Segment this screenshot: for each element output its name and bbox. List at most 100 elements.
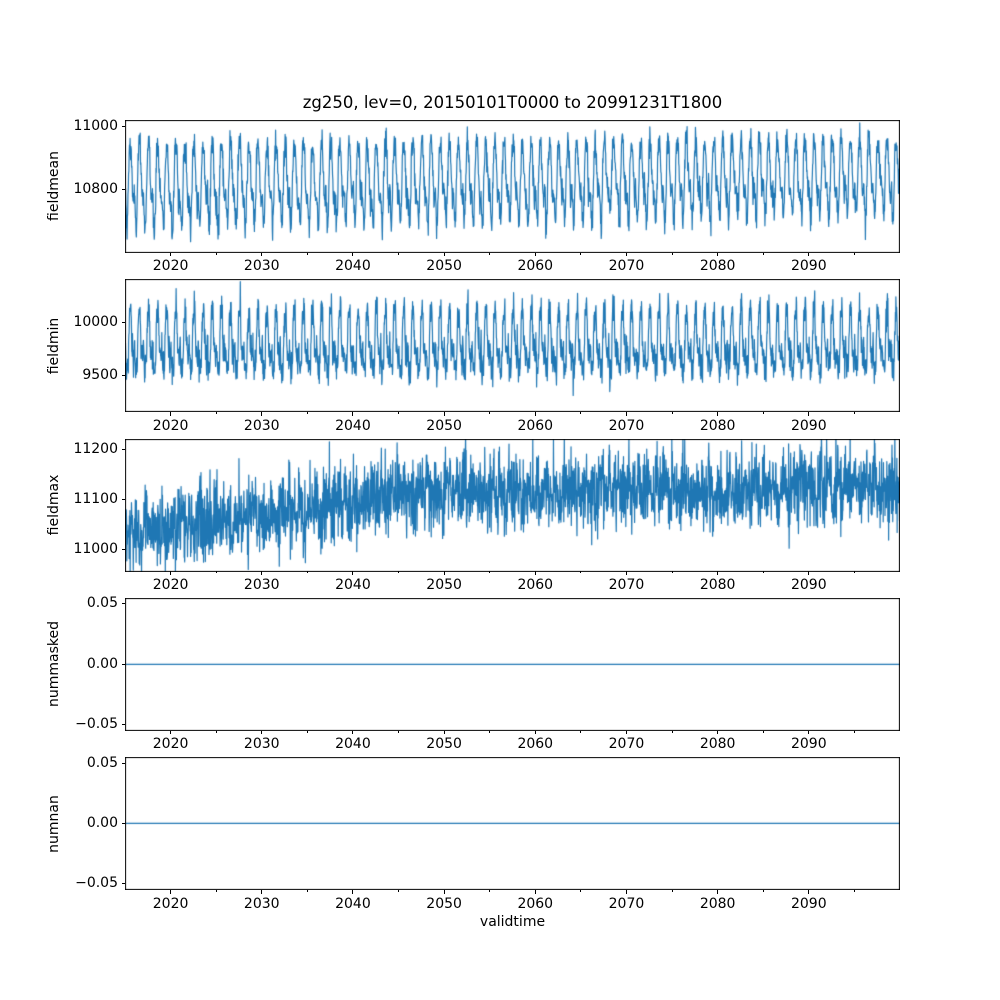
x-tick-label: 2030 [243,576,280,593]
x-minor-tick-mark [671,890,673,892]
x-tick-mark [717,571,719,575]
y-tick-mark [121,322,125,324]
x-tick-label: 2020 [152,736,189,753]
x-tick-label: 2060 [517,417,554,434]
y-axis-label-fieldmax: fieldmax [46,474,62,536]
x-minor-tick-mark [398,890,400,892]
x-tick-label: 2040 [335,895,371,912]
x-tick-label: 2080 [699,895,736,912]
x-tick-label: 2050 [426,736,462,753]
line-series-nummasked [125,597,900,731]
x-tick-mark [808,412,810,416]
x-minor-tick-mark [489,412,491,415]
x-tick-mark [352,412,354,416]
x-tick-label: 2090 [790,258,827,275]
x-tick-label: 2060 [517,576,554,593]
y-tick-label: −0.05 [75,875,118,892]
y-tick-label: 11100 [73,490,118,507]
x-minor-tick-mark [398,412,400,415]
x-minor-tick-mark [398,571,400,574]
y-tick-label: 11200 [73,440,118,457]
x-tick-label: 2090 [790,417,827,434]
y-tick-label: 0.00 [86,655,118,672]
x-minor-tick-mark [762,890,764,892]
x-tick-mark [170,412,172,416]
x-minor-tick-mark [853,890,855,892]
x-tick-mark [717,412,719,416]
y-axis-label-fieldmin: fieldmin [46,317,62,374]
y-tick-mark [121,823,125,825]
x-tick-mark [352,571,354,575]
x-minor-tick-mark [580,730,582,733]
x-minor-tick-mark [762,730,764,733]
x-minor-tick-mark [853,730,855,733]
x-tick-mark [443,252,445,257]
x-tick-label: 2040 [335,576,371,593]
x-minor-tick-mark [853,252,855,255]
x-minor-tick-mark [215,730,217,733]
x-tick-label: 2040 [335,258,371,275]
x-tick-mark [443,412,445,416]
y-tick-mark [121,762,125,764]
y-axis-label-nummasked: nummasked [46,621,62,708]
x-minor-tick-mark [762,252,764,255]
x-tick-mark [352,730,354,735]
x-tick-mark [625,571,627,575]
x-tick-label: 2030 [243,258,280,275]
y-axis-label-numnan: numnan [46,794,62,853]
x-minor-tick-mark [489,890,491,892]
x-minor-tick-mark [671,412,673,415]
line-series-fieldmin [125,279,900,413]
line-series-fieldmean [125,120,900,253]
x-minor-tick-mark [306,890,308,892]
x-tick-label: 2070 [608,576,645,593]
x-tick-mark [625,730,627,735]
x-tick-label: 2050 [426,895,462,912]
y-axis-label-fieldmean: fieldmean [46,151,62,222]
y-tick-label: 0.05 [86,754,118,771]
x-tick-label: 2090 [790,576,827,593]
x-minor-tick-mark [215,890,217,892]
x-tick-label: 2060 [517,736,554,753]
x-tick-mark [717,252,719,257]
x-tick-mark [170,571,172,575]
y-tick-mark [121,549,125,551]
x-tick-label: 2030 [243,736,280,753]
x-tick-mark [625,412,627,416]
y-tick-mark [121,498,125,500]
x-tick-mark [170,252,172,257]
y-tick-label: 10000 [73,314,118,331]
x-tick-label: 2020 [152,895,189,912]
x-tick-label: 2040 [335,736,371,753]
y-tick-mark [121,603,125,605]
line-series-numnan [125,757,900,891]
x-minor-tick-mark [215,252,217,255]
x-tick-label: 2070 [608,258,645,275]
x-tick-label: 2070 [608,895,645,912]
x-tick-mark [261,252,263,257]
y-tick-label: 10800 [73,181,118,198]
x-tick-label: 2080 [699,258,736,275]
x-minor-tick-mark [580,890,582,892]
x-tick-mark [443,571,445,575]
x-minor-tick-mark [398,730,400,733]
x-tick-label: 2050 [426,417,462,434]
x-tick-mark [261,571,263,575]
y-tick-mark [121,375,125,377]
x-minor-tick-mark [306,412,308,415]
x-tick-label: 2030 [243,895,280,912]
x-tick-mark [808,252,810,257]
x-tick-label: 2020 [152,417,189,434]
y-tick-label: 9500 [82,367,118,384]
y-tick-label: −0.05 [75,716,118,733]
x-minor-tick-mark [215,412,217,415]
x-minor-tick-mark [853,412,855,415]
x-tick-mark [170,890,172,894]
x-tick-mark [443,890,445,894]
y-tick-label: 0.00 [86,815,118,832]
x-tick-mark [352,252,354,257]
x-minor-tick-mark [489,730,491,733]
x-minor-tick-mark [489,571,491,574]
x-minor-tick-mark [306,730,308,733]
